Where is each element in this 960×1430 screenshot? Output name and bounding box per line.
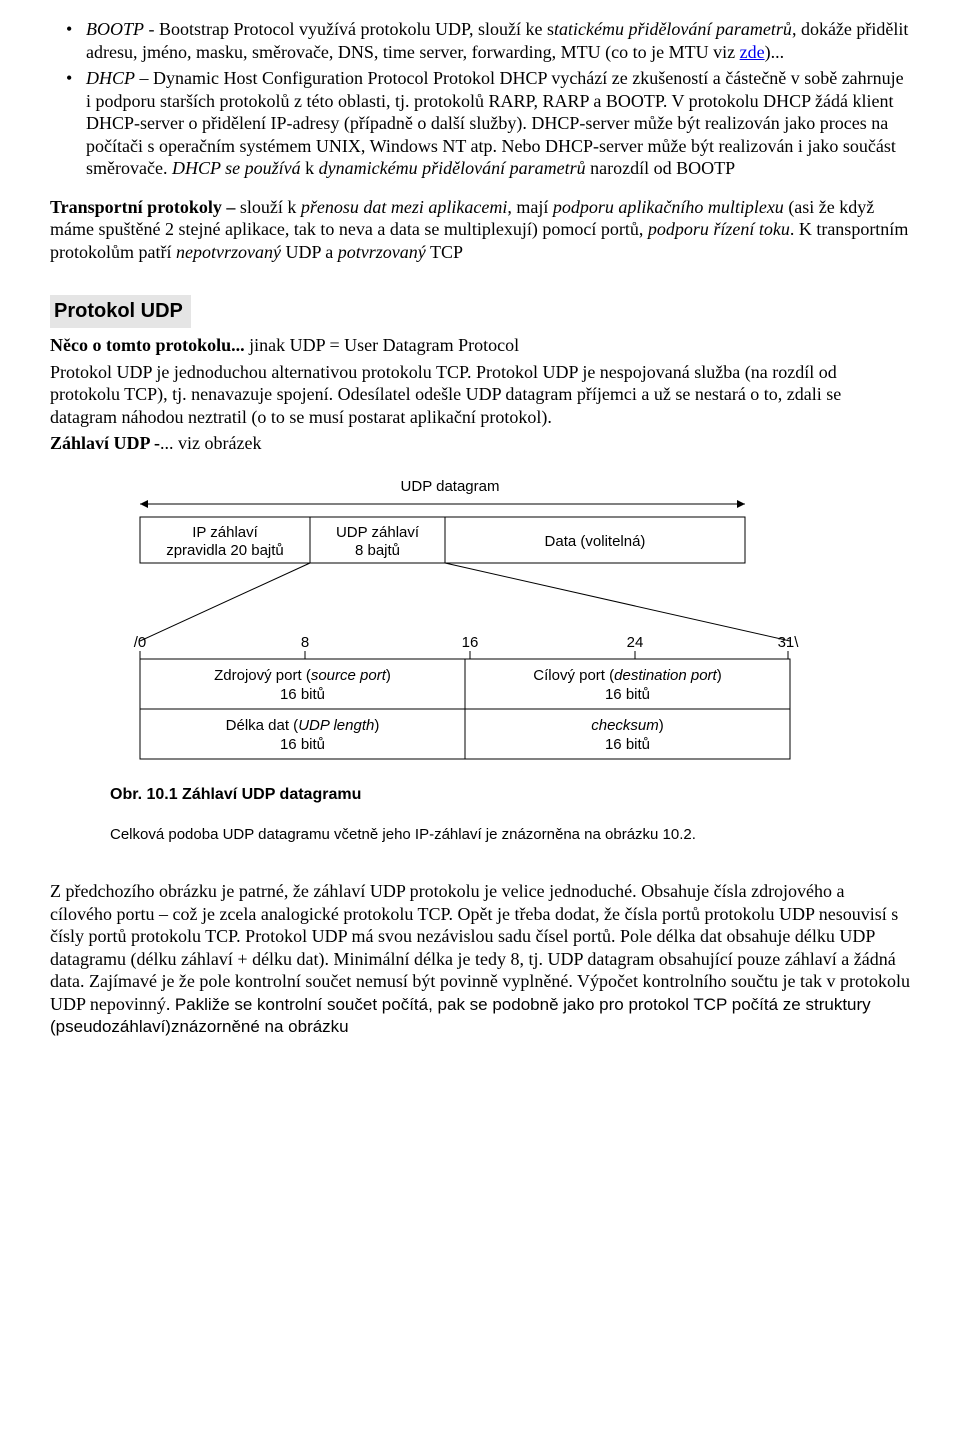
text: narozdíl od BOOTP: [586, 158, 735, 178]
svg-text:24: 24: [627, 634, 644, 651]
udp-datagram-figure: UDP datagram IP záhlavízpravidla 20 bajtů…: [50, 477, 910, 863]
term-dhcp: DHCP: [86, 68, 135, 88]
after-figure-paragraph: Z předchozího obrázku je patrné, že záhl…: [50, 880, 910, 1038]
udp-header-label: Záhlaví UDP -... viz obrázek: [50, 432, 910, 455]
svg-text:16: 16: [462, 634, 479, 651]
text: jinak UDP = User Datagram Protocol: [245, 335, 519, 355]
svg-text:Obr. 10.1 Záhlaví UDP datagram: Obr. 10.1 Záhlaví UDP datagramu: [110, 786, 361, 803]
text: )...: [765, 42, 785, 62]
svg-text:16 bitů: 16 bitů: [280, 686, 325, 703]
link-zde[interactable]: zde: [740, 42, 765, 62]
text: k: [301, 158, 319, 178]
transport-paragraph: Transportní protokoly – slouží k přenosu…: [50, 196, 910, 264]
text: tatickému přidělování parametrů: [554, 19, 792, 39]
text: nepotvrzovaný: [176, 242, 281, 262]
udp-description: Protokol UDP je jednoduchou alternativou…: [50, 361, 910, 429]
text: Záhlaví UDP -: [50, 433, 160, 453]
text: podporu řízení toku: [648, 219, 790, 239]
svg-text:zpravidla 20 bajtů: zpravidla 20 bajtů: [166, 542, 284, 559]
svg-text:/0: /0: [134, 634, 147, 651]
svg-text:Celková podoba UDP datagramu v: Celková podoba UDP datagramu včetně jeho…: [110, 826, 696, 843]
text: slouží k: [240, 197, 301, 217]
text: - Bootstrap Protocol využívá protokolu U…: [144, 19, 554, 39]
list-item: DHCP – Dynamic Host Configuration Protoc…: [86, 67, 910, 180]
svg-text:8 bajtů: 8 bajtů: [355, 542, 400, 559]
svg-text:Zdrojový port (source port): Zdrojový port (source port): [214, 667, 391, 684]
svg-text:Cílový port (destination port): Cílový port (destination port): [533, 667, 721, 684]
bullet-list: BOOTP - Bootstrap Protocol využívá proto…: [50, 18, 910, 180]
text: dynamickému přidělování parametrů: [319, 158, 586, 178]
section-title-udp: Protokol UDP: [50, 295, 191, 328]
svg-text:16 bitů: 16 bitů: [605, 736, 650, 753]
text: UDP a: [281, 242, 338, 262]
text: , mají: [507, 197, 553, 217]
svg-text:UDP záhlaví: UDP záhlaví: [336, 524, 420, 541]
svg-text:UDP datagram: UDP datagram: [401, 478, 500, 495]
svg-text:31\: 31\: [778, 634, 800, 651]
svg-text:Data (volitelná): Data (volitelná): [545, 533, 646, 550]
text: podporu aplikačního multiplexu: [553, 197, 784, 217]
text: ... viz obrázek: [160, 433, 261, 453]
svg-text:8: 8: [301, 634, 309, 651]
svg-text:Délka dat (UDP length): Délka dat (UDP length): [226, 717, 380, 734]
udp-intro-line: Něco o tomto protokolu... jinak UDP = Us…: [50, 334, 910, 357]
text: TCP: [426, 242, 463, 262]
text: Transportní protokoly –: [50, 197, 240, 217]
text: potvrzovaný: [338, 242, 426, 262]
svg-text:IP záhlaví: IP záhlaví: [192, 524, 258, 541]
svg-text:16 bitů: 16 bitů: [280, 736, 325, 753]
udp-figure-svg: UDP datagram IP záhlavízpravidla 20 bajtů…: [50, 477, 910, 857]
list-item: BOOTP - Bootstrap Protocol využívá proto…: [86, 18, 910, 63]
svg-text:16 bitů: 16 bitů: [605, 686, 650, 703]
text: přenosu dat mezi aplikacemi: [301, 197, 507, 217]
text: DHCP se používá: [172, 158, 301, 178]
svg-text:checksum): checksum): [591, 717, 664, 734]
term-bootp: BOOTP: [86, 19, 144, 39]
text: Něco o tomto protokolu...: [50, 335, 245, 355]
